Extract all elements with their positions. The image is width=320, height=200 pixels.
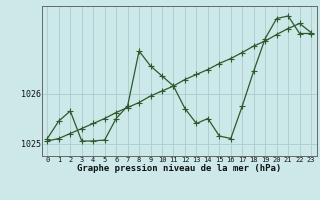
X-axis label: Graphe pression niveau de la mer (hPa): Graphe pression niveau de la mer (hPa) bbox=[77, 164, 281, 173]
